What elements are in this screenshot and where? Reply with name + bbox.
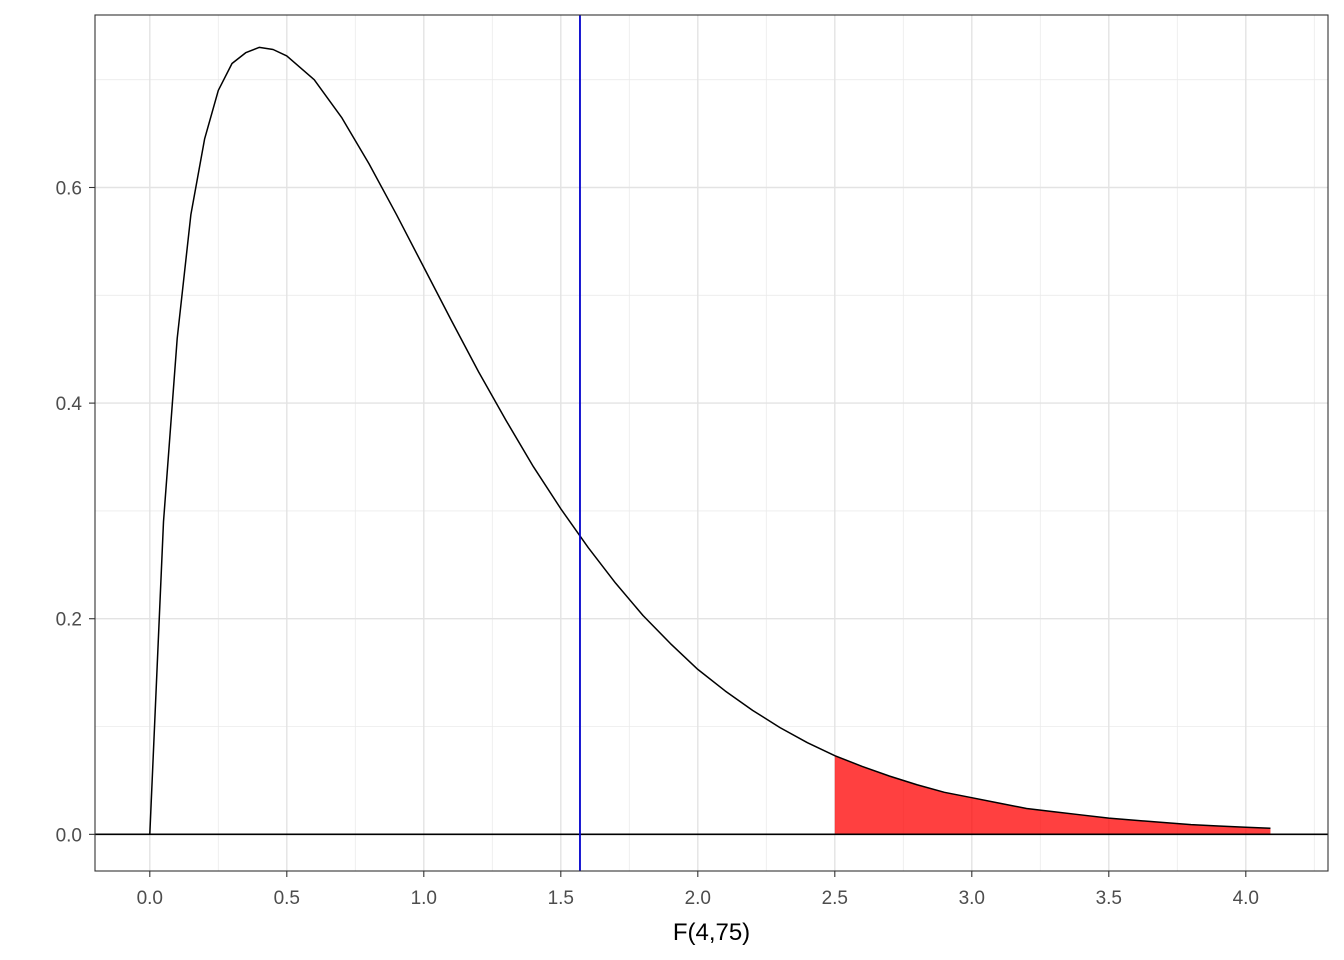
x-tick-label: 1.0 <box>411 888 437 909</box>
x-tick-label: 4.0 <box>1233 888 1259 909</box>
x-tick-label: 0.0 <box>137 888 163 909</box>
x-tick-label: 1.5 <box>548 888 574 909</box>
density-curve <box>149 46 1271 835</box>
y-tick-label: 0.6 <box>56 178 82 199</box>
panel-border <box>94 14 1329 872</box>
x-tick-label: 0.5 <box>274 888 300 909</box>
minor-gridlines <box>95 15 1328 871</box>
x-tick-label: 3.5 <box>1096 888 1122 909</box>
rejection-region <box>834 755 1271 835</box>
y-tick-label: 0.4 <box>56 394 83 415</box>
major-gridlines <box>95 15 1328 871</box>
x-tick-label: 3.0 <box>959 888 985 909</box>
y-axis-ticks: 0.0 0.2 0.4 0.6 <box>56 178 95 846</box>
y-tick-label: 0.2 <box>56 610 82 631</box>
x-axis-ticks: 0.0 0.5 1.0 1.5 2.0 2.5 3.0 3.5 4.0 <box>137 871 1259 909</box>
x-tick-label: 2.0 <box>685 888 711 909</box>
y-tick-label: 0.0 <box>56 825 82 846</box>
x-axis-title: F(4,75) <box>673 919 750 946</box>
x-tick-label: 2.5 <box>822 888 848 909</box>
